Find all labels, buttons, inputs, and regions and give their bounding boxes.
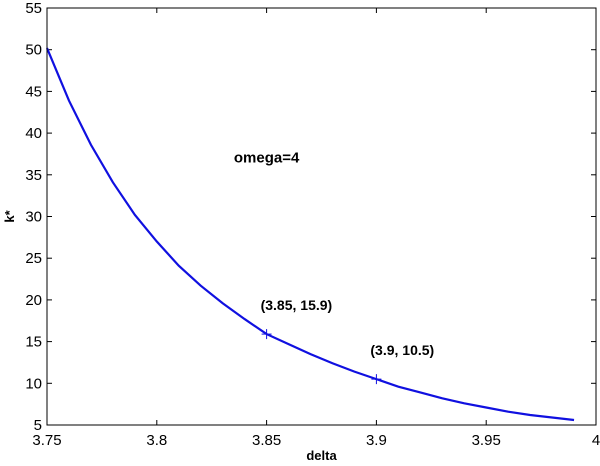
y-tick-label: 5 — [34, 417, 42, 434]
plot-frame — [46, 7, 597, 426]
y-tick-label: 15 — [25, 334, 42, 351]
markers — [261, 329, 382, 385]
marker-label: (3.9, 10.5) — [370, 342, 434, 358]
y-tick-label: 10 — [25, 375, 42, 392]
x-tick-label: 4 — [592, 432, 600, 449]
y-tick-label: 40 — [25, 125, 42, 142]
y-tick-label: 20 — [25, 292, 42, 309]
plot-area — [47, 8, 596, 425]
y-tick-label: 35 — [25, 167, 42, 184]
y-axis-label: k* — [2, 209, 17, 222]
x-tick-label: 3.8 — [146, 432, 167, 449]
y-tick-label: 55 — [25, 0, 42, 17]
x-tick-label: 3.85 — [252, 432, 281, 449]
x-tick-label: 3.9 — [366, 432, 387, 449]
x-tick-label: 3.75 — [32, 432, 61, 449]
x-tick-label: 3.95 — [472, 432, 501, 449]
y-tick-label: 30 — [25, 209, 42, 226]
x-axis-label: delta — [306, 448, 337, 463]
chart-annotation: omega=4 — [234, 149, 300, 166]
annotations: (3.85, 15.9) (3.9, 10.5) omega=4 — [234, 149, 434, 358]
series-line — [45, 47, 575, 422]
y-tick-label: 45 — [25, 83, 42, 100]
y-tick-label: 50 — [25, 42, 42, 59]
y-tick-label: 25 — [25, 250, 42, 267]
marker-label: (3.85, 15.9) — [261, 297, 333, 313]
